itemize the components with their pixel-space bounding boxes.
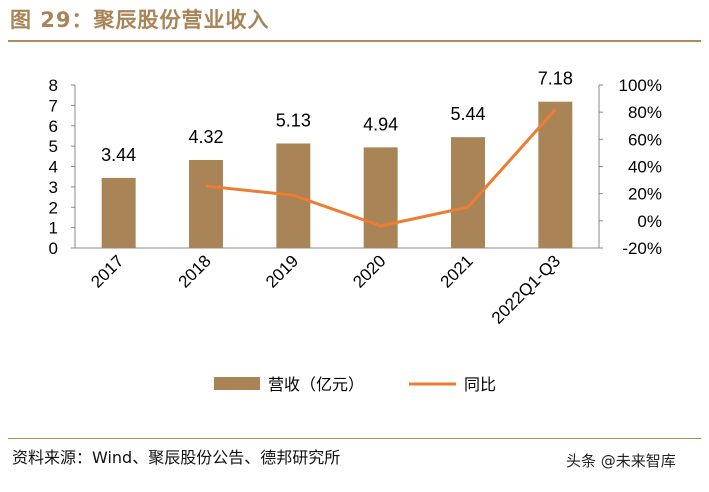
right-tick-label: 80%: [628, 103, 662, 122]
left-tick-label: 7: [49, 96, 58, 115]
source-divider: [8, 438, 701, 439]
bar-value-label: 7.18: [538, 69, 573, 89]
bar-value-label: 5.13: [276, 110, 311, 130]
right-tick-label: 0%: [637, 212, 662, 231]
right-tick-label: -20%: [622, 239, 662, 258]
left-tick-label: 5: [49, 137, 58, 156]
left-tick-label: 4: [49, 158, 58, 177]
x-tick-label: 2022Q1-Q3: [488, 251, 564, 327]
yoy-growth-line: [205, 108, 557, 228]
left-tick-label: 6: [49, 117, 58, 136]
left-tick-label: 8: [49, 76, 58, 95]
bar-value-label: 5.44: [450, 104, 485, 124]
x-tick-label: 2019: [262, 251, 302, 291]
revenue-bar: [101, 177, 136, 248]
right-tick-label: 40%: [628, 158, 662, 177]
bar-value-label: 3.44: [101, 145, 136, 165]
legend-bar-swatch: [214, 377, 260, 390]
left-tick-label: 1: [49, 219, 58, 238]
left-tick-label: 3: [49, 178, 58, 197]
bar-value-label: 4.32: [188, 127, 223, 147]
legend-bar-label: 营收（亿元）: [268, 376, 364, 394]
right-tick-label: 100%: [619, 76, 662, 95]
x-tick-label: 2020: [349, 251, 389, 291]
right-tick-label: 20%: [628, 185, 662, 204]
revenue-bar: [189, 159, 223, 248]
bar-value-label: 4.94: [363, 114, 398, 134]
left-tick-label: 0: [49, 239, 58, 258]
x-tick-label: 2017: [87, 251, 127, 291]
figure-title: 图 29：聚辰股份营业收入: [10, 8, 270, 32]
left-tick-label: 2: [49, 198, 58, 217]
revenue-bar: [363, 147, 398, 248]
revenue-chart: 01 234 56 78 -20% 0% 20% 40% 60% 80% 100% 3.44 4.32…: [49, 69, 662, 394]
x-tick-label: 2021: [437, 251, 477, 291]
revenue-bar: [538, 101, 573, 249]
source-note: 资料来源：Wind、聚辰股份公告、德邦研究所: [12, 448, 341, 467]
watermark: 头条 @未来智库: [566, 452, 676, 470]
title-divider: [8, 40, 701, 42]
legend-line-label: 同比: [464, 376, 496, 394]
x-tick-label: 2018: [175, 251, 215, 291]
right-tick-label: 60%: [628, 130, 662, 149]
